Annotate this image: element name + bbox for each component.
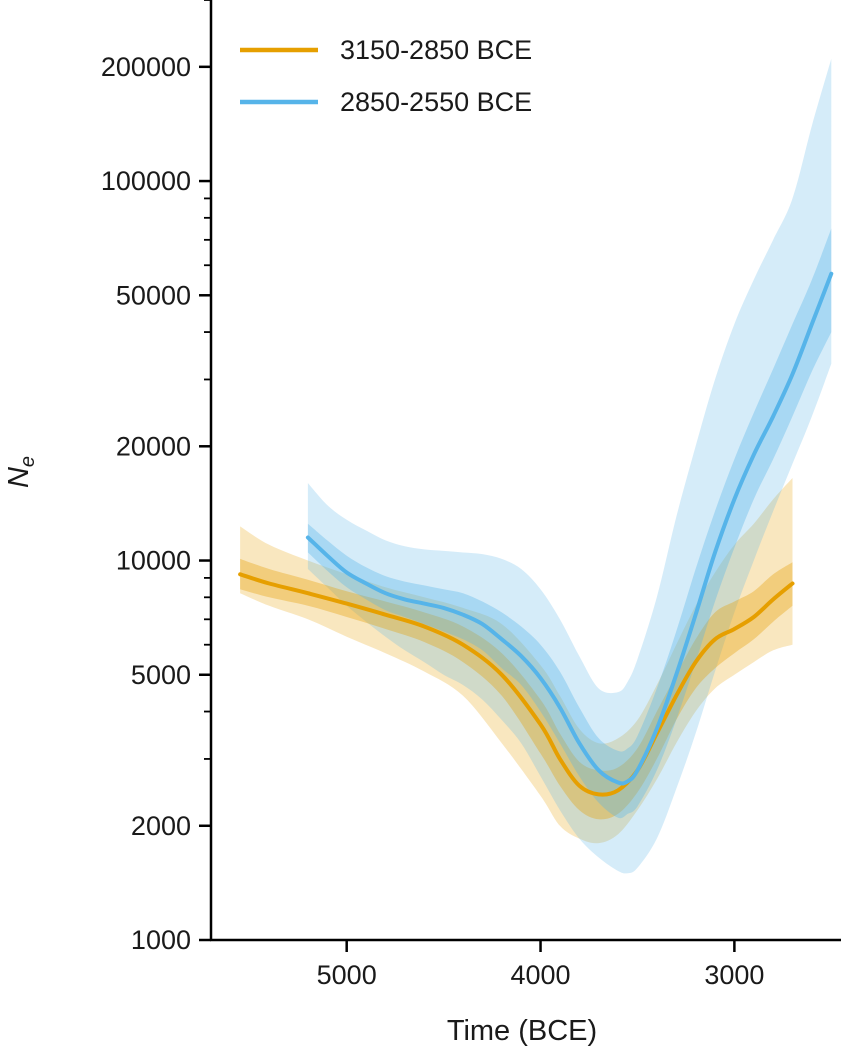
y-tick-label-20000: 20000 [116,431,191,461]
confidence-bands [240,58,832,874]
x-tick-label-5000: 5000 [317,960,377,990]
y-ticks: 1000 2000 5000 10000 20000 50000 100000 200000 [101,0,211,955]
x-tick-label-4000: 4000 [510,960,570,990]
ci95-band-series-1 [307,58,832,874]
y-axis-label: Ne [3,456,39,488]
y-tick-label-100000: 100000 [101,166,191,196]
y-tick-label-1000: 1000 [131,925,191,955]
y-tick-label-50000: 50000 [116,280,191,310]
legend: 3150-2850 BCE 2850-2550 BCE [240,35,532,117]
x-tick-label-3000: 3000 [704,960,764,990]
series-line-1 [305,271,834,786]
y-tick-label-10000: 10000 [116,546,191,576]
y-tick-label-2000: 2000 [131,811,191,841]
x-axis-label: Time (BCE) [447,1015,597,1047]
y-axis-label-main: N [3,467,35,488]
y-tick-label-200000: 200000 [101,52,191,82]
axes [209,0,841,942]
series-line-0 [238,572,795,797]
y-tick-label-5000: 5000 [131,660,191,690]
y-axis-label-sub: e [17,456,39,467]
series-lines [238,271,834,797]
legend-label-1: 2850-2550 BCE [340,87,532,117]
x-ticks: 5000 4000 3000 [317,940,764,990]
legend-label-0: 3150-2850 BCE [340,35,532,65]
ci95-band-series-0 [240,478,793,844]
